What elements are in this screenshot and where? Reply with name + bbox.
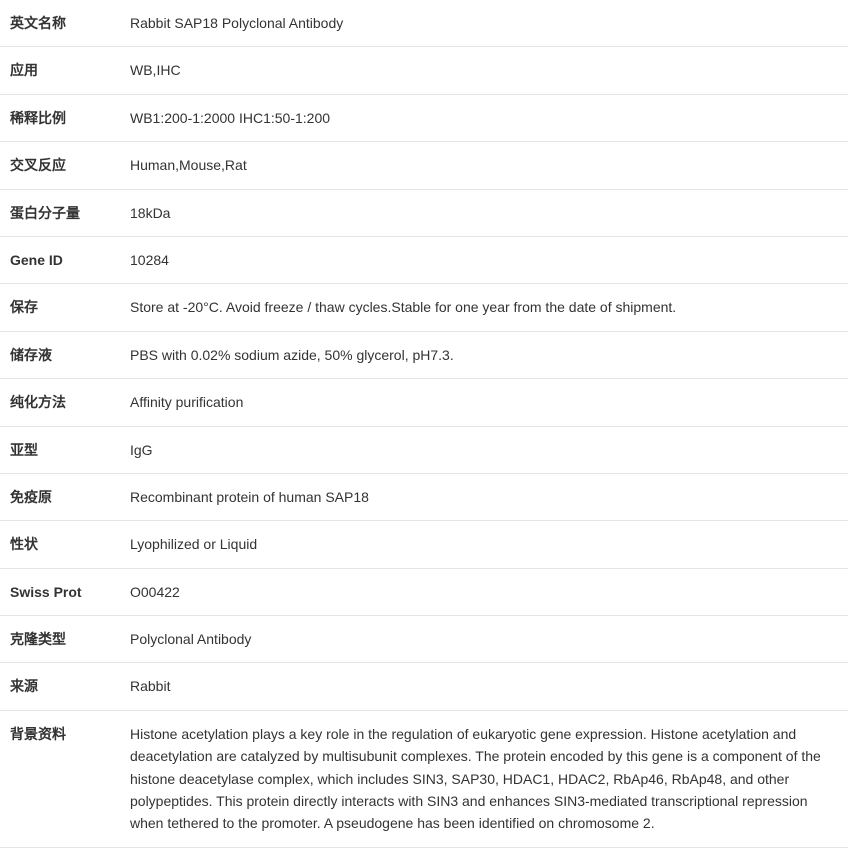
table-row: 稀释比例 WB1:200-1:2000 IHC1:50-1:200 — [0, 94, 848, 141]
table-row: 储存液 PBS with 0.02% sodium azide, 50% gly… — [0, 331, 848, 378]
row-value: 18kDa — [120, 189, 848, 236]
row-value: Lyophilized or Liquid — [120, 521, 848, 568]
table-row: 背景资料 Histone acetylation plays a key rol… — [0, 710, 848, 847]
row-value: 10284 — [120, 236, 848, 283]
row-value: WB,IHC — [120, 47, 848, 94]
table-row: 纯化方法 Affinity purification — [0, 379, 848, 426]
table-row: 应用 WB,IHC — [0, 47, 848, 94]
row-label: 性状 — [0, 521, 120, 568]
table-row: 来源 Rabbit — [0, 663, 848, 710]
table-row: 交叉反应 Human,Mouse,Rat — [0, 142, 848, 189]
spec-table: 英文名称 Rabbit SAP18 Polyclonal Antibody 应用… — [0, 0, 848, 848]
table-row: 亚型 IgG — [0, 426, 848, 473]
row-value: Histone acetylation plays a key role in … — [120, 710, 848, 847]
row-label: 纯化方法 — [0, 379, 120, 426]
row-label: 克隆类型 — [0, 616, 120, 663]
spec-table-body: 英文名称 Rabbit SAP18 Polyclonal Antibody 应用… — [0, 0, 848, 847]
row-value: Polyclonal Antibody — [120, 616, 848, 663]
row-label: 免疫原 — [0, 473, 120, 520]
row-label: 蛋白分子量 — [0, 189, 120, 236]
row-label: 保存 — [0, 284, 120, 331]
row-value: Recombinant protein of human SAP18 — [120, 473, 848, 520]
table-row: Swiss Prot O00422 — [0, 568, 848, 615]
table-row: 蛋白分子量 18kDa — [0, 189, 848, 236]
table-row: 免疫原 Recombinant protein of human SAP18 — [0, 473, 848, 520]
row-value: Rabbit — [120, 663, 848, 710]
row-label: 应用 — [0, 47, 120, 94]
table-row: Gene ID 10284 — [0, 236, 848, 283]
row-label: 英文名称 — [0, 0, 120, 47]
row-value: Rabbit SAP18 Polyclonal Antibody — [120, 0, 848, 47]
table-row: 性状 Lyophilized or Liquid — [0, 521, 848, 568]
row-value: PBS with 0.02% sodium azide, 50% glycero… — [120, 331, 848, 378]
row-label: 亚型 — [0, 426, 120, 473]
row-value: IgG — [120, 426, 848, 473]
row-value: WB1:200-1:2000 IHC1:50-1:200 — [120, 94, 848, 141]
row-value: O00422 — [120, 568, 848, 615]
row-label: 背景资料 — [0, 710, 120, 847]
row-value: Human,Mouse,Rat — [120, 142, 848, 189]
row-label: 来源 — [0, 663, 120, 710]
row-label: Swiss Prot — [0, 568, 120, 615]
row-value: Store at -20°C. Avoid freeze / thaw cycl… — [120, 284, 848, 331]
table-row: 英文名称 Rabbit SAP18 Polyclonal Antibody — [0, 0, 848, 47]
row-label: Gene ID — [0, 236, 120, 283]
table-row: 克隆类型 Polyclonal Antibody — [0, 616, 848, 663]
table-row: 保存 Store at -20°C. Avoid freeze / thaw c… — [0, 284, 848, 331]
row-label: 稀释比例 — [0, 94, 120, 141]
row-label: 储存液 — [0, 331, 120, 378]
row-value: Affinity purification — [120, 379, 848, 426]
row-label: 交叉反应 — [0, 142, 120, 189]
